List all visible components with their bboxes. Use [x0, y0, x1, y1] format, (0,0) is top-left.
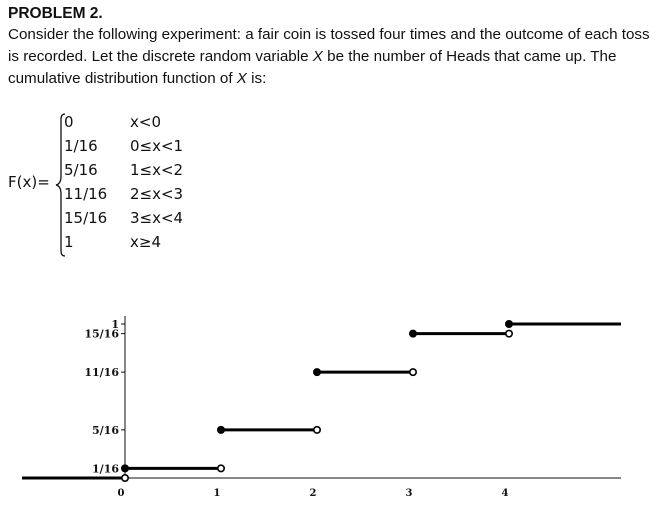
- cdf-condition-0: x<0: [130, 113, 161, 131]
- y-tick-label: 1: [111, 318, 119, 331]
- open-point: [312, 425, 321, 434]
- x-tick-label: 3: [406, 488, 413, 499]
- x-tick-label: 2: [310, 488, 317, 499]
- variable-x: X: [236, 70, 247, 87]
- x-tick-label: 1: [214, 488, 221, 499]
- cdf-value-4: 15/16: [64, 209, 108, 227]
- problem-text-part-2: be the number of Heads that came up. The…: [8, 48, 617, 87]
- problem-text-part-1: Consider the following experiment: a fai…: [8, 26, 650, 65]
- open-point: [408, 368, 417, 377]
- cdf-value-3: 11/16: [64, 185, 108, 203]
- cdf-condition-3: 2≤x<3: [130, 185, 184, 203]
- variable-x: X: [312, 48, 323, 65]
- closed-point: [313, 368, 321, 377]
- cdf-condition-1: 0≤x<1: [130, 137, 184, 155]
- y-tick-label: 11/16: [84, 366, 119, 379]
- cdf-value-0: 0: [64, 113, 74, 131]
- closed-point: [409, 329, 417, 338]
- problem-statement: PROBLEM 2. Consider the following experi…: [8, 4, 656, 90]
- closed-point: [121, 464, 129, 473]
- problem-text-part-3: is:: [246, 70, 267, 87]
- open-point: [217, 464, 226, 473]
- cdf-condition-4: 3≤x<4: [130, 209, 184, 227]
- y-tick-label: 15/16: [84, 328, 119, 341]
- y-tick-label: 1/16: [92, 462, 119, 475]
- open-point: [121, 474, 130, 483]
- open-point: [504, 329, 513, 338]
- problem-title: PROBLEM 2.: [8, 5, 103, 22]
- x-tick-label: 4: [502, 488, 509, 499]
- cdf-value-5: 1: [64, 233, 74, 251]
- closed-point: [217, 425, 225, 434]
- cdf-formula: F(x)= 0 x<0 1/16 0≤x<1 5/16 1≤x<2 11/16 …: [0, 110, 240, 260]
- cdf-value-2: 5/16: [64, 161, 98, 179]
- x-tick-label: 0: [118, 488, 125, 499]
- cdf-condition-5: x≥4: [130, 233, 161, 251]
- problem-text: Consider the following experiment: a fai…: [8, 24, 656, 90]
- y-tick-label: 5/16: [92, 424, 119, 437]
- cdf-value-1: 1/16: [64, 137, 98, 155]
- closed-point: [505, 320, 513, 328]
- cdf-lhs: F(x)=: [8, 173, 50, 191]
- left-brace-icon: [55, 113, 66, 257]
- cdf-condition-2: 1≤x<2: [130, 161, 184, 179]
